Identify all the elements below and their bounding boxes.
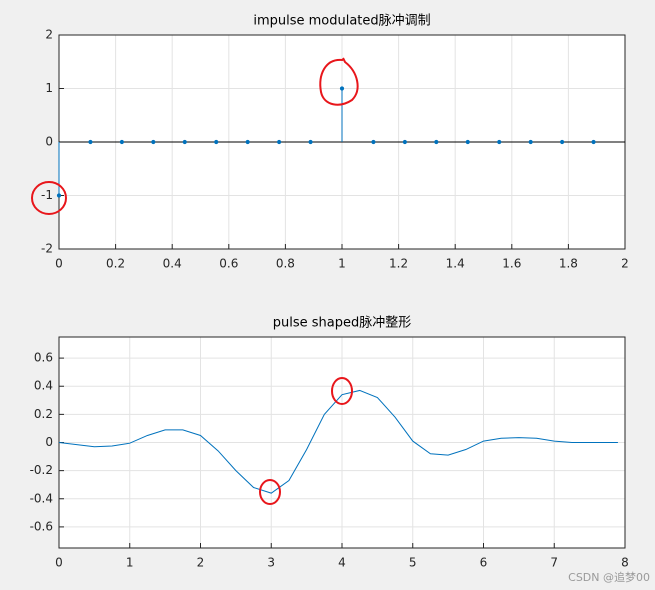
x-tick-label: 0.2 bbox=[106, 257, 125, 271]
chart-title: pulse shaped脉冲整形 bbox=[273, 316, 412, 331]
x-tick-label: 1.8 bbox=[559, 257, 578, 271]
y-tick-label: -0.4 bbox=[30, 491, 53, 505]
x-tick-label: 0 bbox=[55, 556, 63, 570]
red-circle bbox=[31, 181, 67, 215]
stem-marker bbox=[182, 139, 187, 145]
stem-marker bbox=[528, 139, 533, 145]
x-tick-label: 7 bbox=[550, 556, 558, 570]
x-tick-label: 2 bbox=[197, 556, 205, 570]
y-tick-label: 0.6 bbox=[34, 351, 53, 365]
chart-title: impulse modulated脉冲调制 bbox=[253, 14, 430, 29]
stem-marker bbox=[245, 139, 250, 145]
x-tick-label: 1.4 bbox=[446, 257, 465, 271]
y-tick-label: 1 bbox=[45, 81, 53, 95]
stem-marker bbox=[119, 139, 124, 145]
plots: impulse modulated脉冲调制 0 0.2 0.4 0.6 0.8 1 1.2 1.… bbox=[30, 14, 629, 570]
y-tick-label: -2 bbox=[41, 242, 53, 256]
stem-marker bbox=[339, 86, 345, 91]
x-tick-label: 2 bbox=[621, 257, 629, 271]
x-tick-label: 0 bbox=[55, 257, 63, 271]
stem-marker bbox=[434, 139, 439, 145]
red-circle bbox=[319, 57, 359, 106]
y-tick-label: -1 bbox=[41, 188, 53, 202]
x-tick-label: 5 bbox=[409, 556, 417, 570]
annotations bbox=[31, 57, 359, 505]
stem-marker bbox=[560, 139, 565, 145]
y-tick-label: -0.2 bbox=[30, 463, 53, 477]
stem-marker bbox=[88, 139, 93, 145]
watermark: CSDN @追梦00 bbox=[568, 570, 650, 584]
red-circle bbox=[259, 479, 281, 505]
line bbox=[58, 389, 618, 494]
x-tick-label: 0.6 bbox=[219, 257, 238, 271]
x-tick-label: 1.6 bbox=[502, 257, 521, 271]
stem-marker bbox=[151, 139, 156, 145]
y-tick-label: 0 bbox=[45, 135, 53, 149]
stem-marker bbox=[277, 139, 282, 145]
stem-marker bbox=[214, 139, 219, 145]
y-tick-label: 0.4 bbox=[34, 379, 53, 393]
stem-marker bbox=[308, 139, 313, 145]
x-tick-label: 1 bbox=[126, 556, 134, 570]
y-tick-label: 2 bbox=[45, 28, 53, 42]
stem-marker bbox=[56, 193, 62, 198]
red-circle bbox=[331, 377, 353, 405]
x-tick-label: 4 bbox=[338, 556, 346, 570]
y-tick-label: 0.2 bbox=[34, 407, 53, 421]
stem-marker bbox=[465, 139, 470, 145]
x-tick-label: 0.4 bbox=[163, 257, 182, 271]
stem-marker bbox=[497, 139, 502, 145]
stem-marker bbox=[371, 139, 376, 145]
x-tick-label: 0.8 bbox=[276, 257, 295, 271]
stem-marker bbox=[402, 139, 407, 145]
x-tick-label: 1.2 bbox=[389, 257, 408, 271]
y-tick-label: -0.6 bbox=[30, 519, 53, 533]
x-tick-label: 1 bbox=[338, 257, 346, 271]
stem-marker bbox=[591, 139, 596, 145]
x-tick-label: 6 bbox=[480, 556, 488, 570]
x-tick-label: 8 bbox=[621, 556, 629, 570]
x-tick-label: 3 bbox=[267, 556, 275, 570]
y-tick-label: 0 bbox=[45, 435, 53, 449]
